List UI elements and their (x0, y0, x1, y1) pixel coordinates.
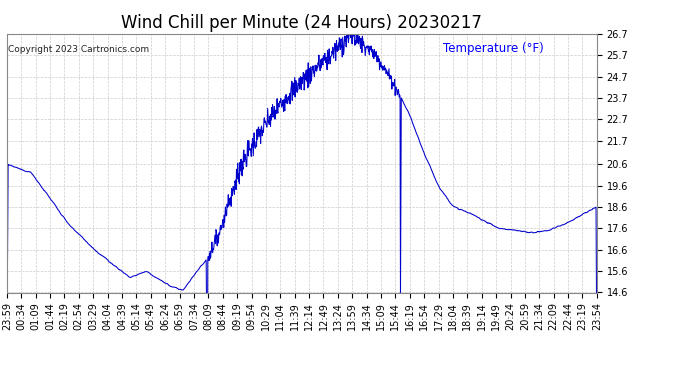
Title: Wind Chill per Minute (24 Hours) 20230217: Wind Chill per Minute (24 Hours) 2023021… (121, 14, 482, 32)
Text: Temperature (°F): Temperature (°F) (444, 42, 544, 54)
Text: Copyright 2023 Cartronics.com: Copyright 2023 Cartronics.com (8, 45, 149, 54)
